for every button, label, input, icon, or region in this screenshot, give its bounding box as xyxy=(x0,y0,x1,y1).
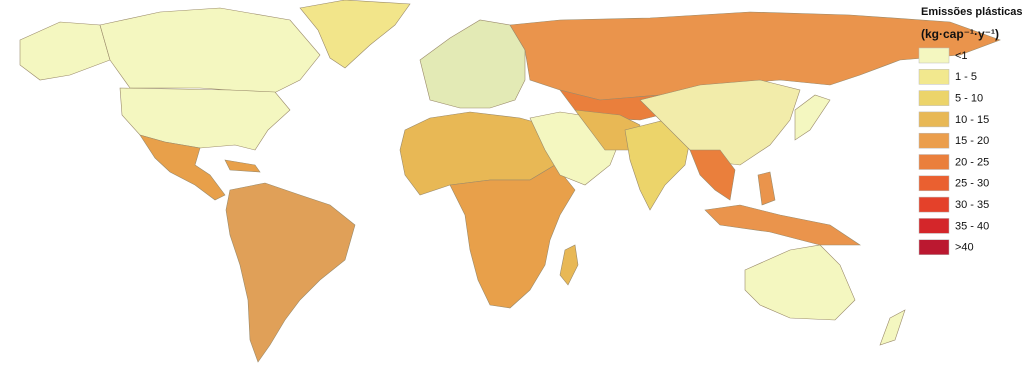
legend-swatch xyxy=(918,154,950,170)
legend-label: 5 - 10 xyxy=(955,93,983,105)
land-masses xyxy=(19,0,1001,363)
canada xyxy=(99,7,321,96)
sub-saharan-africa xyxy=(449,164,576,309)
legend-label: 30 - 35 xyxy=(955,199,989,211)
legend-swatch xyxy=(918,196,950,213)
legend-title: Emissões plásticas xyxy=(921,6,1023,18)
china-mongolia xyxy=(639,79,801,166)
legend-label: 25 - 30 xyxy=(955,178,989,190)
legend-swatch xyxy=(918,90,950,106)
legend: Emissões plásticas (kg·cap⁻¹·y⁻¹) <1 1 - … xyxy=(918,6,1023,255)
legend-swatch xyxy=(918,218,950,234)
legend-label: <1 xyxy=(955,50,968,62)
new-zealand xyxy=(879,309,906,346)
mexico-central-america xyxy=(139,134,226,201)
legend-swatch xyxy=(918,132,950,149)
indonesia xyxy=(704,204,861,246)
legend-unit: (kg·cap⁻¹·y⁻¹) xyxy=(921,27,999,41)
legend-swatch xyxy=(918,175,950,192)
legend-label: 10 - 15 xyxy=(955,114,989,126)
legend-swatch xyxy=(918,239,950,255)
legend-swatch xyxy=(918,47,950,64)
legend-label: 35 - 40 xyxy=(955,220,989,232)
legend-label: 1 - 5 xyxy=(955,71,977,83)
caribbean xyxy=(224,159,261,173)
legend-label: 15 - 20 xyxy=(955,135,989,147)
legend-label: >40 xyxy=(955,242,974,254)
legend-swatch xyxy=(918,111,950,128)
australia xyxy=(744,244,856,321)
madagascar xyxy=(559,244,579,286)
alaska xyxy=(19,21,111,81)
legend-label: 20 - 25 xyxy=(955,156,989,168)
japan-korea xyxy=(794,94,831,141)
legend-swatch xyxy=(918,69,950,85)
europe xyxy=(419,19,526,109)
greenland xyxy=(299,0,411,69)
philippines xyxy=(757,171,776,206)
southeast-asia xyxy=(689,149,736,201)
south-america xyxy=(225,182,356,363)
usa xyxy=(119,87,291,151)
